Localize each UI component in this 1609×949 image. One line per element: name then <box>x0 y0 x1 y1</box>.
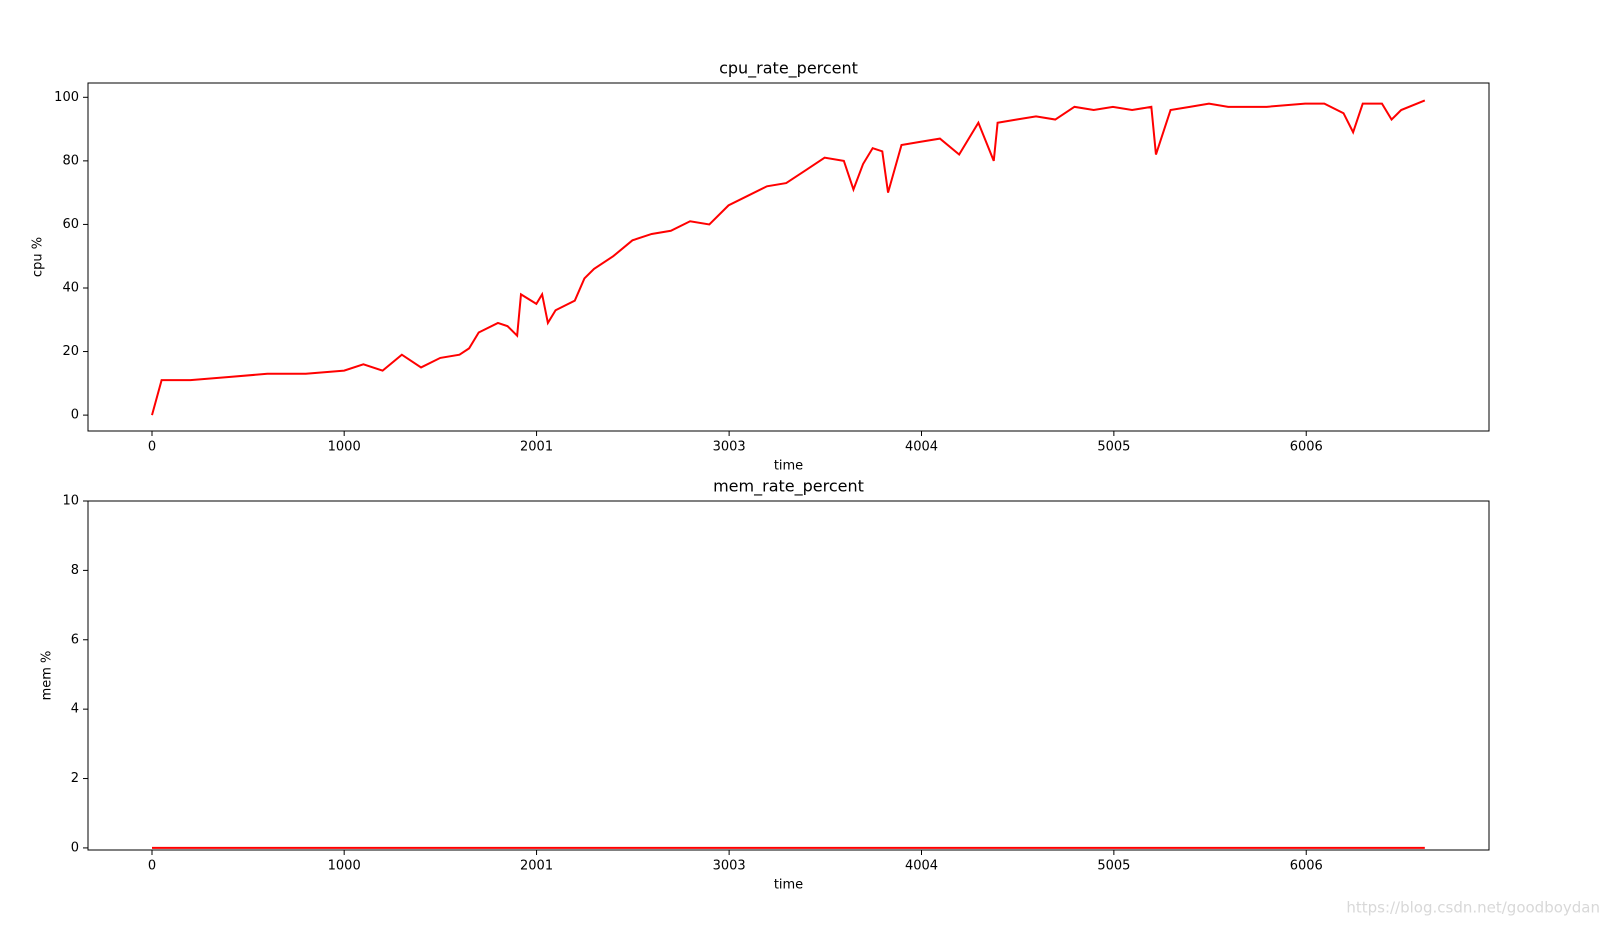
x-tick-label: 2001 <box>520 440 553 455</box>
y-tick-label: 20 <box>62 344 79 359</box>
y-tick-label: 100 <box>54 90 79 105</box>
data-line <box>151 99 1426 416</box>
x-tick-label: 6006 <box>1290 859 1323 874</box>
y-tick-label: 6 <box>71 632 79 647</box>
watermark: https://blog.csdn.net/goodboydan <box>1346 899 1600 917</box>
y-tick-label: 80 <box>62 153 79 168</box>
plot-frame <box>87 82 1490 432</box>
x-tick-label: 0 <box>148 859 156 874</box>
chart-title: mem_rate_percent <box>713 477 864 497</box>
x-tick-label: 3003 <box>713 859 746 874</box>
y-tick-label: 0 <box>71 840 79 855</box>
x-tick-label: 5005 <box>1097 440 1130 455</box>
x-tick-label: 3003 <box>713 440 746 455</box>
x-tick-label: 0 <box>148 440 156 455</box>
y-tick-label: 4 <box>71 702 79 717</box>
y-tick-label: 40 <box>62 280 79 295</box>
x-tick-label: 1000 <box>328 859 361 874</box>
x-axis-label: time <box>774 878 803 893</box>
y-axis-label: mem % <box>40 651 55 701</box>
y-tick-label: 0 <box>71 408 79 423</box>
x-tick-label: 2001 <box>520 859 553 874</box>
x-tick-label: 1000 <box>328 440 361 455</box>
x-tick-label: 6006 <box>1290 440 1323 455</box>
x-tick-label: 4004 <box>905 859 938 874</box>
x-tick-label: 4004 <box>905 440 938 455</box>
y-tick-label: 60 <box>62 217 79 232</box>
x-tick-label: 5005 <box>1097 859 1130 874</box>
chart-title: cpu_rate_percent <box>719 59 858 79</box>
y-axis-label: cpu % <box>31 237 46 277</box>
y-tick-label: 2 <box>71 771 79 786</box>
x-axis-label: time <box>774 459 803 474</box>
y-tick-label: 8 <box>71 563 79 578</box>
y-tick-label: 10 <box>62 494 79 509</box>
plot-frame <box>87 500 1490 851</box>
